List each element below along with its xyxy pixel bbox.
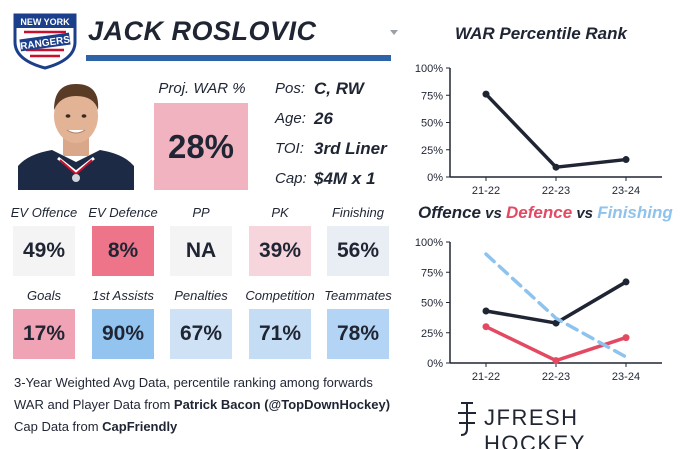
stat-box-ev-offence: 49% [13,226,75,276]
data-point [482,323,490,331]
team-logo: NEW YORK RANGERS [12,12,78,70]
x-tick-label: 23-24 [612,371,640,382]
logo-top-text: NEW YORK [20,17,70,27]
data-point [622,278,630,286]
data-point [482,90,490,98]
stat-label-goals: Goals [27,288,61,303]
footer-cap-source-name: CapFriendly [102,419,178,434]
offence-defence-finishing-chart: 100% 75% 50% 25% 0% 21-22 22-23 23-24 [415,237,662,382]
y-tick-label: 75% [421,90,443,102]
player-headshot [18,74,134,190]
y-tick-label: 25% [421,145,443,157]
data-point [552,319,560,327]
x-tick-label: 23-24 [612,185,640,197]
info-value: 26 [314,109,333,128]
x-tick-label: 21-22 [472,185,500,197]
y-tick-label: 100% [415,237,443,249]
x-tick-label: 22-23 [542,371,570,382]
footer-cap-source: Cap Data from CapFriendly [14,419,177,434]
info-value: C, RW [314,79,364,98]
stat-label-competition: Competition [245,288,315,303]
info-key: Age: [275,110,306,127]
title-offence: Offence [418,203,481,222]
footer-cap-source-prefix: Cap Data from [14,419,103,434]
y-tick-label: 25% [421,328,443,340]
stat-label-teammates: Teammates [324,288,392,303]
y-tick-label: 0% [427,358,443,370]
chevron-down-icon[interactable] [390,30,398,35]
jfresh-logo-icon [458,402,476,436]
x-tick-label: 21-22 [472,371,500,382]
series-line-finishing [484,252,628,359]
ovd-chart-title: Offence vs Defence vs Finishing [418,203,673,223]
war-chart-title: WAR Percentile Rank [455,24,627,43]
stat-box-pp: NA [170,226,232,276]
stat-box-penalties: 67% [170,309,232,359]
stat-label-penalties: Penalties [174,288,228,303]
footer-note: 3-Year Weighted Avg Data, percentile ran… [14,375,373,390]
stat-label-pp: PP [192,205,210,220]
stat-box-finishing: 56% [327,226,389,276]
info-key: TOI: [275,140,304,157]
data-point [622,334,630,342]
info-key: Cap: [275,170,307,187]
title-finishing: Finishing [597,203,673,222]
info-row-toi: TOI: 3rd Liner [275,139,405,162]
data-point [622,156,630,164]
stat-label-first-assists: 1st Assists [92,288,154,303]
y-tick-label: 50% [421,118,443,130]
data-point [552,163,560,171]
stat-box-competition: 71% [249,309,311,359]
stat-box-first-assists: 90% [92,309,154,359]
x-tick-label: 22-23 [542,185,570,197]
war-percentile-chart: 100% 75% 50% 25% 0% 21-22 22-23 23-24 [415,63,662,197]
title-vs: vs [481,205,507,222]
stat-label-finishing: Finishing [331,205,385,220]
stat-box-pk: 39% [249,226,311,276]
y-tick-label: 0% [427,172,443,184]
stat-box-goals: 17% [13,309,75,359]
info-row-position: Pos: C, RW [275,79,405,102]
y-tick-label: 75% [421,267,443,279]
info-value: $4M x 1 [314,169,376,188]
name-underline [86,55,391,61]
title-vs: vs [572,205,598,222]
y-tick-label: 50% [421,298,443,310]
stat-box-teammates: 78% [327,309,389,359]
info-key: Pos: [275,80,306,97]
stat-box-ev-defence: 8% [92,226,154,276]
footer-war-source-prefix: WAR and Player Data from [14,397,174,412]
brand-text: JFRESH HOCKEY [484,405,586,449]
data-point [552,357,560,365]
brand: JFRESH HOCKEY [454,399,674,449]
data-point [482,307,490,315]
footer-war-source-name: Patrick Bacon (@TopDownHockey) [173,397,391,412]
war-value-box: 28% [154,103,248,190]
stat-label-pk: PK [271,205,289,220]
title-defence: Defence [506,203,573,222]
player-name: JACK ROSLOVIC [88,16,317,46]
info-row-cap: Cap: $4M x 1 [275,169,405,192]
stat-label-ev-defence: EV Defence [88,205,158,220]
info-row-age: Age: 26 [275,109,405,132]
stat-label-ev-offence: EV Offence [10,205,78,220]
footer-war-source: WAR and Player Data from Patrick Bacon (… [14,397,390,412]
war-label: Proj. WAR % [158,80,246,97]
series-line-war [484,92,628,169]
info-value: 3rd Liner [314,139,387,158]
y-tick-label: 100% [415,63,443,75]
